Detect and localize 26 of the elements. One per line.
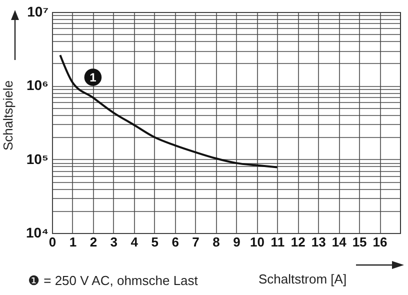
x-tick-label: 6 bbox=[172, 234, 179, 250]
text: ❶ = 250 V AC, ohmsche Last bbox=[28, 273, 198, 288]
x-tick-label: 16 bbox=[372, 234, 388, 250]
x-tick-label: 11 bbox=[270, 234, 285, 250]
line-series bbox=[59, 54, 278, 168]
x-tick-label: 15 bbox=[352, 234, 367, 250]
x-tick-label: 9 bbox=[233, 234, 240, 250]
x-tick-label: 12 bbox=[290, 234, 306, 250]
y-tick-label: 10⁵ bbox=[26, 150, 48, 167]
annotation: 1 bbox=[90, 70, 97, 84]
x-tick-label: 13 bbox=[311, 234, 326, 250]
y-tick-label: 10⁷ bbox=[27, 4, 49, 20]
y-tick-label: 10⁶ bbox=[26, 77, 48, 94]
x-tick-label: 14 bbox=[332, 234, 348, 250]
x-axis-title: Schaltstrom [A] bbox=[258, 272, 347, 286]
x-tick-label: 4 bbox=[130, 234, 139, 250]
x-tick-label: 10 bbox=[250, 234, 264, 250]
x-tick-label: 0 bbox=[48, 234, 56, 250]
x-tick-label: 1 bbox=[69, 234, 77, 250]
y-axis-title: Schaltspiele bbox=[0, 80, 16, 151]
x-tick-label: 2 bbox=[90, 234, 98, 250]
x-tick-label: 3 bbox=[110, 234, 118, 250]
x-tick-label: 7 bbox=[192, 234, 200, 250]
x-tick-label: 5 bbox=[151, 234, 158, 250]
y-tick-label: 10⁴ bbox=[26, 224, 49, 240]
x-tick-label: 8 bbox=[212, 234, 220, 250]
